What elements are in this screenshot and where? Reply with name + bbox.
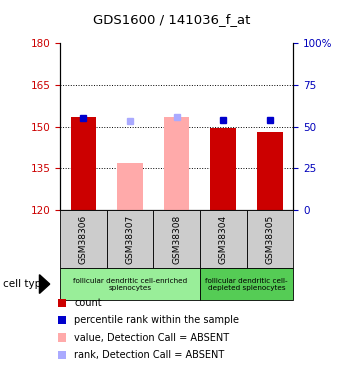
Text: GSM38304: GSM38304 bbox=[219, 214, 228, 264]
Text: rank, Detection Call = ABSENT: rank, Detection Call = ABSENT bbox=[74, 350, 225, 360]
Text: percentile rank within the sample: percentile rank within the sample bbox=[74, 315, 239, 325]
Text: GSM38308: GSM38308 bbox=[172, 214, 181, 264]
Text: GSM38305: GSM38305 bbox=[265, 214, 274, 264]
Bar bbox=[164, 117, 189, 210]
Text: GSM38306: GSM38306 bbox=[79, 214, 88, 264]
Bar bbox=[211, 128, 236, 210]
Bar bbox=[117, 163, 143, 210]
Bar bbox=[71, 117, 96, 210]
Text: follicular dendritic cell-
depleted splenocytes: follicular dendritic cell- depleted sple… bbox=[205, 278, 288, 291]
Text: count: count bbox=[74, 298, 102, 308]
Text: cell type: cell type bbox=[3, 279, 48, 289]
Text: GDS1600 / 141036_f_at: GDS1600 / 141036_f_at bbox=[93, 13, 250, 26]
Text: follicular dendritic cell-enriched
splenocytes: follicular dendritic cell-enriched splen… bbox=[73, 278, 187, 291]
Text: GSM38307: GSM38307 bbox=[126, 214, 134, 264]
Polygon shape bbox=[39, 274, 50, 293]
Bar bbox=[257, 132, 283, 210]
Text: value, Detection Call = ABSENT: value, Detection Call = ABSENT bbox=[74, 333, 229, 342]
